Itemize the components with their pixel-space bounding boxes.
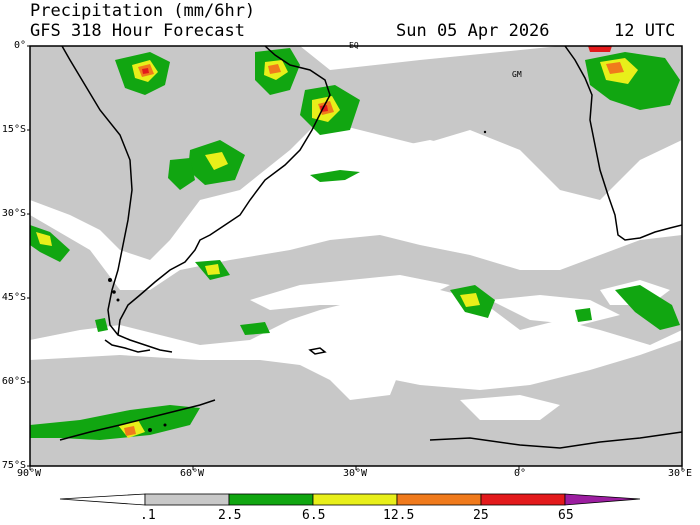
lon-label-0: 0° (514, 468, 527, 479)
map-field (30, 46, 682, 466)
colorbar-label-3: 12.5 (383, 508, 415, 523)
lat-label-60s: 60°S (1, 376, 26, 387)
lon-label-90w: 90°W (17, 468, 42, 479)
equator-marker: EQ (349, 41, 359, 50)
lat-label-15s: 15°S (1, 124, 26, 135)
greenwich-marker: GM (512, 70, 522, 79)
colorbar-moderate (228, 493, 314, 506)
colorbar-label-1: 2.5 (218, 508, 242, 523)
colorbar-label-4: 25 (473, 508, 489, 523)
colorbar-heavy (312, 493, 398, 506)
colorbar-none (59, 493, 146, 506)
colorbar-label-5: 65 (558, 508, 574, 523)
colorbar-light (144, 493, 230, 506)
colorbar-label-0: .1 (140, 508, 156, 523)
map-valid-time: 12 UTC (614, 21, 676, 41)
map-title-model: GFS 318 Hour Forecast (30, 21, 245, 41)
lat-label-30s: 30°S (1, 208, 26, 219)
lat-label-45s: 45°S (1, 292, 26, 303)
map-valid-date: Sun 05 Apr 2026 (396, 21, 550, 41)
islands (108, 130, 487, 432)
colorbar-label-2: 6.5 (302, 508, 326, 523)
colorbar-extreme (480, 493, 566, 506)
coastlines (59, 46, 682, 449)
lon-label-30e: 30°E (668, 468, 693, 479)
colorbar-very-heavy (396, 493, 482, 506)
no-precip-gaps (250, 140, 670, 420)
lon-label-60w: 60°W (180, 468, 205, 479)
lat-label-75s: 75°S (1, 460, 26, 471)
lon-label-30w: 30°W (343, 468, 368, 479)
colorbar (59, 493, 641, 506)
lat-label-0: 0° (13, 40, 26, 51)
map-title-variable: Precipitation (mm/6hr) (30, 1, 256, 21)
axis-ticks (27, 45, 683, 470)
colorbar-max (564, 493, 641, 506)
